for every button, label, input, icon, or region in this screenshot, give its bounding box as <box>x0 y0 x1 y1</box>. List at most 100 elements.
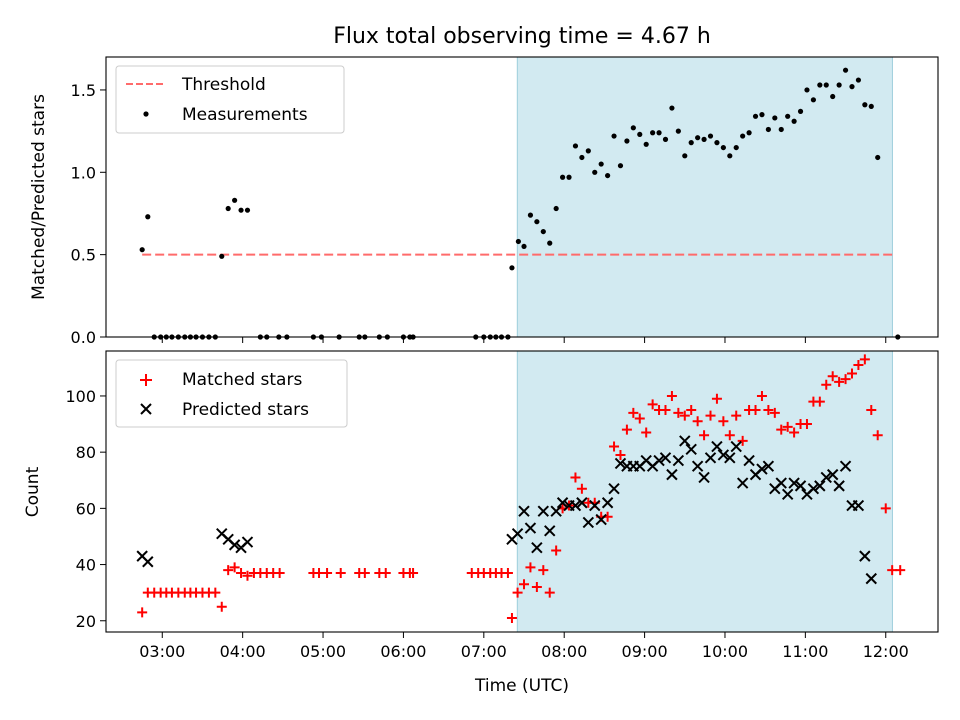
measurement-point <box>682 153 688 159</box>
predicted-star-marker <box>576 497 588 509</box>
measurement-point <box>733 144 739 151</box>
matched-star-marker <box>776 424 787 435</box>
measurement-point <box>624 138 630 144</box>
measurement-point <box>662 136 669 142</box>
y-tick-label: 100 <box>65 387 96 406</box>
matched-star-marker <box>502 567 513 578</box>
predicted-star-marker <box>762 460 775 472</box>
measurement-point <box>669 105 675 111</box>
y-tick-label: 1.0 <box>71 163 96 182</box>
measurement-point <box>740 133 746 139</box>
predicted-star-marker <box>788 477 800 489</box>
measurement-point <box>855 77 862 83</box>
measurement-point <box>797 108 804 114</box>
measurement-point <box>785 113 791 119</box>
matched-star-marker <box>551 545 562 556</box>
matched-star-marker <box>814 396 825 407</box>
bottom-panel: 20 40 60 80 100 03:00 04:00 05:00 06:00 07:00 08:… <box>23 350 939 661</box>
measurement-point <box>540 228 546 235</box>
measurement-point <box>656 130 662 136</box>
matched-star-marker <box>705 410 716 421</box>
matched-star-marker <box>895 565 906 576</box>
measurement-point <box>765 126 771 133</box>
predicted-star-marker <box>589 499 601 512</box>
predicted-star-marker <box>679 435 691 447</box>
legend-matched-swatch <box>140 374 152 386</box>
predicted-star-marker <box>807 482 820 495</box>
measurement-point <box>559 174 566 180</box>
matched-star-marker <box>615 449 626 460</box>
matched-star-marker <box>724 430 735 441</box>
y-tick-label: 80 <box>76 443 96 462</box>
matched-star-marker <box>731 410 742 421</box>
top-legend: Threshold Measurements <box>115 65 345 134</box>
bottom-shaded-region <box>516 350 893 633</box>
predicted-star-marker <box>601 497 614 509</box>
matched-star-marker <box>634 413 645 424</box>
x-tick-label: 07:00 <box>461 642 507 661</box>
predicted-star-marker <box>691 460 704 472</box>
predicted-star-marker <box>672 454 685 467</box>
legend-threshold-label: Threshold <box>181 75 266 95</box>
top-shaded-region <box>516 56 893 338</box>
bottom-y-axis-label: Count <box>23 466 43 517</box>
matched-star-marker <box>274 567 285 578</box>
predicted-star-marker <box>852 499 865 512</box>
x-tick-label: 06:00 <box>380 642 426 661</box>
predicted-star-marker <box>582 516 595 529</box>
predicted-star-marker <box>544 525 556 537</box>
predicted-star-marker <box>711 440 723 453</box>
figure-title: Flux total observing time = 4.67 h <box>333 24 711 49</box>
predicted-star-marker <box>717 449 730 461</box>
measurement-point <box>817 82 823 88</box>
measurement-point <box>527 212 534 218</box>
matched-star-marker <box>544 587 555 598</box>
measurement-point <box>842 67 849 73</box>
predicted-star-marker <box>724 452 736 464</box>
predicted-star-marker <box>666 468 678 481</box>
legend-predicted-swatch <box>140 403 152 415</box>
matched-star-marker <box>210 587 221 598</box>
measurement-point <box>772 115 778 121</box>
measurement-point <box>875 154 881 161</box>
measurement-point <box>778 126 784 133</box>
measurement-point <box>727 153 733 159</box>
predicted-star-marker <box>865 572 877 585</box>
predicted-star-marker <box>556 497 569 509</box>
matched-star-marker <box>756 390 767 401</box>
matched-star-marker <box>216 601 227 612</box>
predicted-star-marker <box>814 480 826 492</box>
y-tick-label: 40 <box>76 556 96 575</box>
legend-measurements-label: Measurements <box>182 105 308 125</box>
matched-star-marker <box>531 582 542 593</box>
x-axis-label: Time (UTC) <box>474 676 569 696</box>
predicted-star-marker <box>839 460 852 472</box>
predicted-star-marker <box>698 471 710 484</box>
matched-star-marker <box>538 565 549 576</box>
matched-star-marker <box>621 424 632 435</box>
measurement-point <box>598 161 604 167</box>
measurement-point <box>238 207 244 213</box>
measurement-point <box>862 102 868 108</box>
predicted-star-marker <box>653 454 665 467</box>
measurement-point <box>701 136 707 142</box>
measurement-point <box>515 238 521 245</box>
predicted-star-marker <box>524 522 537 534</box>
matched-star-marker <box>763 405 774 416</box>
matched-star-marker <box>666 390 677 401</box>
matched-star-marker <box>525 562 536 573</box>
matched-star-marker <box>137 607 148 618</box>
matched-star-marker <box>859 354 870 365</box>
predicted-star-marker <box>537 505 550 517</box>
predicted-star-marker <box>820 471 832 484</box>
matched-star-marker <box>236 567 247 578</box>
x-tick-label: 08:00 <box>541 642 587 661</box>
matched-star-marker <box>641 427 652 438</box>
matched-star-marker <box>647 399 658 410</box>
matched-star-marker <box>673 407 684 418</box>
predicted-star-marker <box>595 513 607 526</box>
bottom-legend: Matched stars Predicted stars <box>115 359 348 428</box>
measurement-point <box>139 247 145 253</box>
measurement-point <box>637 131 643 138</box>
